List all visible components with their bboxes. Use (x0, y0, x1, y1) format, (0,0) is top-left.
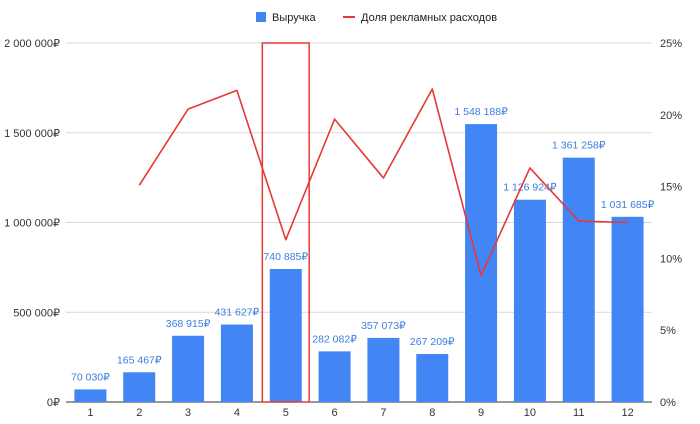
bar-value-label: 1 031 685₽ (601, 199, 655, 211)
bar (172, 335, 205, 402)
left-tick-label: 500 000₽ (13, 307, 60, 319)
x-tick-label: 2 (136, 407, 142, 419)
bar-value-label: 1 126 924₽ (503, 182, 557, 194)
bar (513, 199, 546, 402)
right-tick-label: 10% (660, 253, 682, 265)
legend-swatch-revenue (256, 12, 266, 22)
bar (74, 389, 107, 402)
bar (611, 216, 644, 402)
bar-value-label: 282 082₽ (312, 333, 357, 345)
bar-value-label: 368 915₽ (166, 318, 211, 330)
left-tick-label: 0₽ (47, 397, 60, 409)
x-tick-label: 6 (332, 407, 338, 419)
bars (74, 124, 644, 402)
x-tick-label: 3 (185, 407, 191, 419)
bar (123, 372, 156, 402)
highlight-box (261, 42, 310, 403)
right-tick-label: 5% (660, 325, 676, 337)
bar-value-label: 431 627₽ (215, 307, 260, 319)
left-axis: 0₽ 500 000₽ 1 000 000₽ 1 500 000₽ 2 000 000₽ (4, 38, 60, 409)
gridlines (66, 42, 652, 403)
legend: Выручка Доля рекламных расходов (256, 12, 497, 24)
x-tick-label: 9 (478, 407, 484, 419)
highlight-rect (261, 42, 310, 403)
bar-labels: 70 030₽ 165 467₽ 368 915₽ 431 627₽ 740 885₽ 2… (71, 106, 655, 383)
x-tick-label: 12 (621, 407, 633, 419)
legend-label-revenue: Выручка (272, 12, 317, 24)
bar (318, 351, 351, 402)
bar-value-label: 1 361 258₽ (552, 140, 606, 152)
bar-value-label: 1 548 188₽ (454, 106, 508, 118)
x-tick-label: 5 (283, 407, 289, 419)
right-tick-label: 0% (660, 397, 676, 409)
x-tick-label: 11 (573, 407, 584, 419)
right-tick-label: 20% (660, 110, 682, 122)
bar (562, 157, 595, 402)
right-tick-label: 25% (660, 38, 682, 50)
bar-value-label: 267 209₽ (410, 336, 455, 348)
bar-value-label: 165 467₽ (117, 354, 162, 366)
x-tick-label: 10 (524, 407, 536, 419)
bar (367, 337, 400, 402)
left-tick-label: 1 000 000₽ (4, 218, 60, 230)
bar (220, 324, 253, 402)
ad-share-series-line (138, 88, 628, 277)
x-tick-label: 4 (234, 407, 240, 419)
left-tick-label: 2 000 000₽ (4, 38, 60, 50)
bar (416, 354, 449, 402)
bar-value-label: 357 073₽ (361, 320, 406, 332)
bar-value-label: 740 885₽ (263, 251, 308, 263)
legend-label-ad-share: Доля рекламных расходов (361, 12, 497, 24)
x-tick-label: 1 (87, 407, 93, 419)
bar (269, 269, 302, 402)
bar (465, 124, 498, 402)
bar-value-label: 70 030₽ (71, 371, 110, 383)
x-tick-label: 8 (429, 407, 435, 419)
left-tick-label: 1 500 000₽ (4, 128, 60, 140)
ad-share-line (138, 88, 628, 277)
right-tick-label: 15% (660, 182, 682, 194)
x-axis: 1 2 3 4 5 6 7 8 9 10 11 12 (87, 407, 633, 419)
right-axis: 0% 5% 10% 15% 20% 25% (660, 38, 682, 409)
x-tick-label: 7 (380, 407, 386, 419)
